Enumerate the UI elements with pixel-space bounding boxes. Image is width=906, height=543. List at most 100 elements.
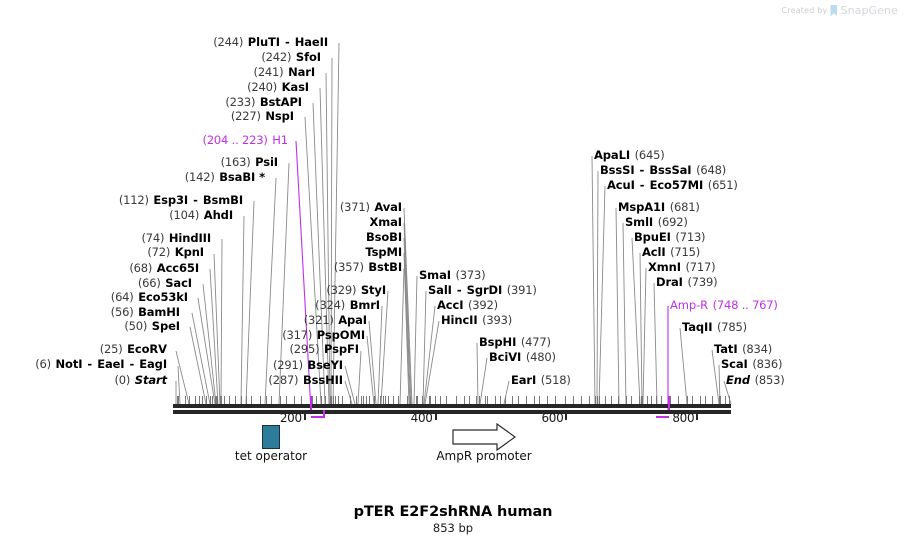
- restriction-site-label: (291) BseYI: [273, 359, 343, 372]
- restriction-tick: [692, 396, 693, 405]
- restriction-site-label: MspA1I (681): [618, 201, 700, 214]
- restriction-tick: [487, 396, 488, 405]
- restriction-tick: [316, 396, 317, 405]
- restriction-site-label: BspHI (477): [479, 336, 551, 349]
- enzyme-name: NspI: [265, 109, 294, 123]
- plasmid-size-label: 853 bp: [432, 521, 474, 535]
- enzyme-name: Acc65I: [156, 261, 199, 275]
- leader-line: [424, 320, 440, 405]
- sequence-backbone: 200 400 600 800: [0, 0, 906, 425]
- enzyme-name: SalI: [428, 283, 452, 297]
- enzyme-name: MspA1I: [618, 200, 666, 214]
- restriction-tick: [380, 396, 381, 405]
- leader-line: [319, 87, 330, 405]
- restriction-tick: [720, 396, 721, 405]
- site-position: (748 .. 767): [712, 298, 778, 312]
- restriction-tick: [599, 396, 600, 405]
- restriction-site-label: SmaI (373): [419, 269, 486, 282]
- restriction-tick: [440, 396, 441, 405]
- leader-line: [209, 268, 219, 405]
- site-position: (717): [685, 260, 716, 274]
- restriction-tick: [363, 396, 364, 405]
- enzyme-name: Eco57MI: [649, 178, 704, 192]
- leader-line: [653, 282, 658, 405]
- snapgene-watermark: Created by SnapGene: [781, 4, 898, 17]
- restriction-tick: [446, 396, 447, 405]
- enzyme-name: H1: [272, 133, 288, 147]
- enzyme-name: SpeI: [151, 319, 180, 333]
- restriction-tick: [422, 396, 423, 405]
- leader-line: [615, 207, 620, 405]
- restriction-tick: [678, 396, 679, 405]
- restriction-site-label: (295) PspFI: [290, 343, 360, 356]
- restriction-tick: [639, 396, 640, 405]
- restriction-tick: [618, 396, 619, 405]
- site-position: (6): [35, 357, 51, 371]
- restriction-tick: [356, 396, 357, 405]
- restriction-tick: [374, 396, 375, 405]
- leader-line: [422, 290, 427, 405]
- restriction-tick: [325, 396, 326, 405]
- restriction-site-label: BpuEI (713): [634, 231, 706, 244]
- leader-line: [711, 349, 720, 405]
- site-position: (74): [141, 231, 165, 245]
- leader-line: [377, 305, 383, 405]
- restriction-tick: [195, 396, 196, 405]
- leader-line: [403, 207, 413, 405]
- restriction-tick: [366, 396, 367, 405]
- enzyme-name: SgrDI: [466, 283, 503, 297]
- restriction-tick: [555, 396, 556, 405]
- restriction-tick: [589, 396, 590, 405]
- site-position: (834): [742, 342, 773, 356]
- restriction-tick: [534, 396, 535, 405]
- restriction-tick: [526, 396, 527, 405]
- arrow-shape: [452, 423, 516, 451]
- leader-line: [220, 238, 223, 405]
- enzyme-name: Start: [134, 373, 167, 387]
- restriction-tick: [565, 396, 566, 405]
- restriction-site-label: XmnI (717): [648, 260, 716, 274]
- tet-operator-box: [262, 425, 280, 449]
- restriction-tick: [661, 396, 662, 405]
- restriction-tick: [430, 396, 431, 405]
- restriction-site-label: (241) NarI: [254, 66, 316, 79]
- site-position: (112): [118, 193, 149, 207]
- restriction-tick: [417, 396, 418, 405]
- restriction-tick: [361, 396, 362, 405]
- ruler-tick-600: [565, 411, 567, 420]
- enzyme-name: BssSaI: [649, 163, 692, 177]
- site-position: (0): [114, 373, 131, 387]
- restriction-tick: [385, 396, 386, 405]
- site-position: (477): [520, 335, 551, 349]
- restriction-tick: [185, 396, 186, 405]
- leader-line: [596, 170, 599, 405]
- restriction-tick: [725, 396, 726, 405]
- restriction-tick: [410, 396, 411, 405]
- restriction-tick: [476, 396, 477, 405]
- site-position: (25): [99, 342, 123, 356]
- restriction-site-label: (244) PluTI - HaeII: [213, 36, 328, 49]
- enzyme-name: Esp3I: [153, 193, 189, 207]
- leader-line: [403, 252, 410, 405]
- site-position: (651): [707, 178, 738, 192]
- restriction-site-label: (50) SpeI: [124, 320, 180, 333]
- restriction-site-label: (64) Eco53kI: [111, 291, 188, 304]
- restriction-tick: [505, 396, 506, 405]
- restriction-tick: [246, 396, 247, 405]
- feature-label: Amp-R (748 .. 767): [670, 299, 778, 312]
- restriction-site-label: (242) SfoI: [261, 51, 321, 64]
- restriction-tick: [407, 396, 408, 405]
- restriction-site-label: (233) BstAPI: [225, 96, 302, 109]
- restriction-tick: [464, 396, 465, 405]
- site-position: (692): [657, 215, 688, 229]
- restriction-tick: [330, 396, 331, 405]
- site-position: (227): [230, 109, 261, 123]
- leader-line: [213, 253, 221, 405]
- restriction-site-label: XmaI: [370, 216, 403, 229]
- restriction-tick: [251, 396, 252, 405]
- restriction-site-label: BciVI (480): [489, 351, 556, 364]
- name-separator: -: [125, 357, 139, 371]
- restriction-tick: [388, 396, 389, 405]
- site-position: (391): [506, 283, 537, 297]
